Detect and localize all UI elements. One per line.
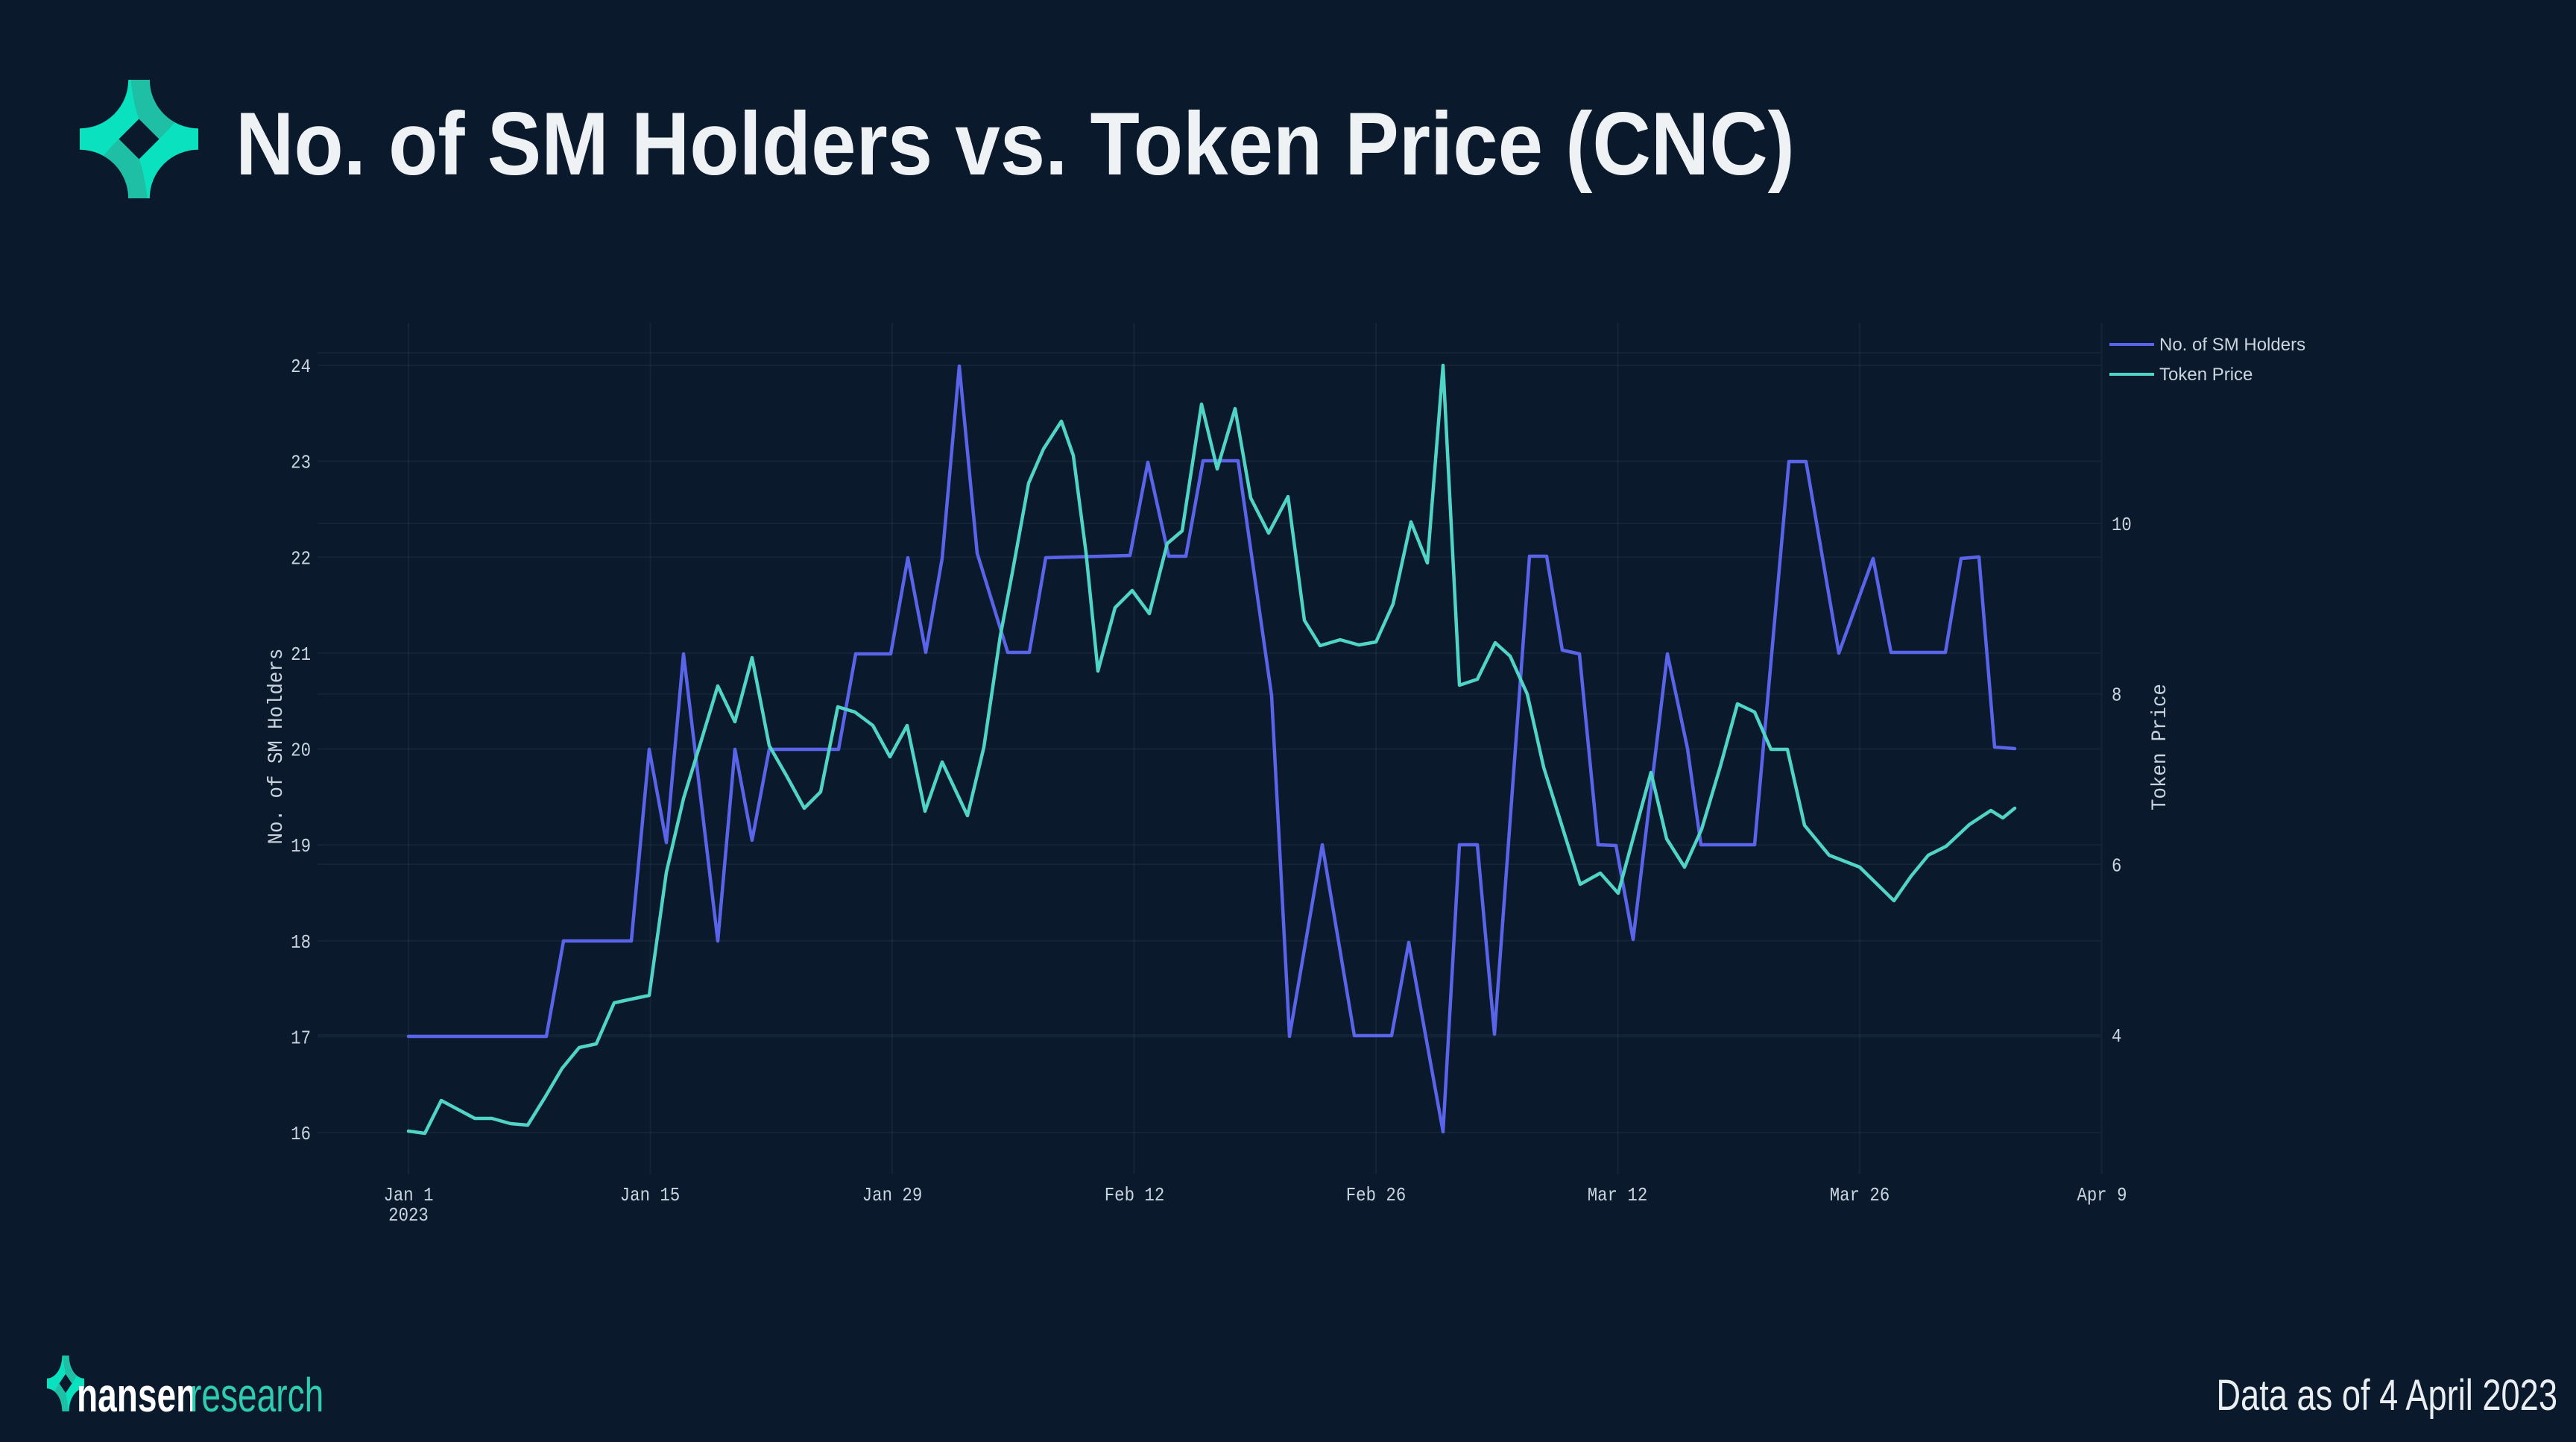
svg-text:Token Price: Token Price — [2149, 684, 2172, 810]
svg-text:Jan 1: Jan 1 — [383, 1186, 433, 1207]
svg-text:19: 19 — [291, 837, 311, 858]
svg-text:No. of SM Holders vs. Token Pr: No. of SM Holders vs. Token Price (CNC) — [236, 94, 1795, 194]
svg-text:10: 10 — [2112, 515, 2132, 537]
svg-text:8: 8 — [2112, 685, 2121, 707]
svg-text:nansen: nansen — [77, 1369, 197, 1422]
svg-text:Jan 15: Jan 15 — [620, 1186, 680, 1207]
svg-text:Token Price: Token Price — [2159, 365, 2253, 385]
svg-text:24: 24 — [291, 357, 311, 379]
svg-text:21: 21 — [291, 645, 311, 667]
svg-text:Feb 12: Feb 12 — [1105, 1186, 1164, 1207]
svg-text:17: 17 — [291, 1028, 311, 1050]
svg-text:No. of SM Holders: No. of SM Holders — [2159, 335, 2305, 355]
svg-text:Apr 9: Apr 9 — [2077, 1186, 2127, 1207]
svg-text:No. of SM Holders: No. of SM Holders — [265, 649, 288, 845]
svg-text:research: research — [190, 1369, 323, 1422]
svg-text:16: 16 — [291, 1124, 311, 1146]
svg-text:4: 4 — [2112, 1027, 2121, 1048]
svg-text:Data as of 4 April 2023: Data as of 4 April 2023 — [2216, 1372, 2557, 1420]
svg-text:23: 23 — [291, 453, 311, 474]
svg-text:22: 22 — [291, 549, 311, 570]
svg-text:2023: 2023 — [388, 1206, 429, 1227]
svg-text:18: 18 — [291, 932, 311, 954]
svg-text:Mar 12: Mar 12 — [1588, 1186, 1647, 1207]
svg-text:Jan 29: Jan 29 — [862, 1186, 922, 1207]
svg-text:20: 20 — [291, 740, 311, 762]
svg-text:Feb 26: Feb 26 — [1346, 1186, 1406, 1207]
svg-text:Mar 26: Mar 26 — [1830, 1186, 1890, 1207]
svg-text:6: 6 — [2112, 856, 2121, 878]
